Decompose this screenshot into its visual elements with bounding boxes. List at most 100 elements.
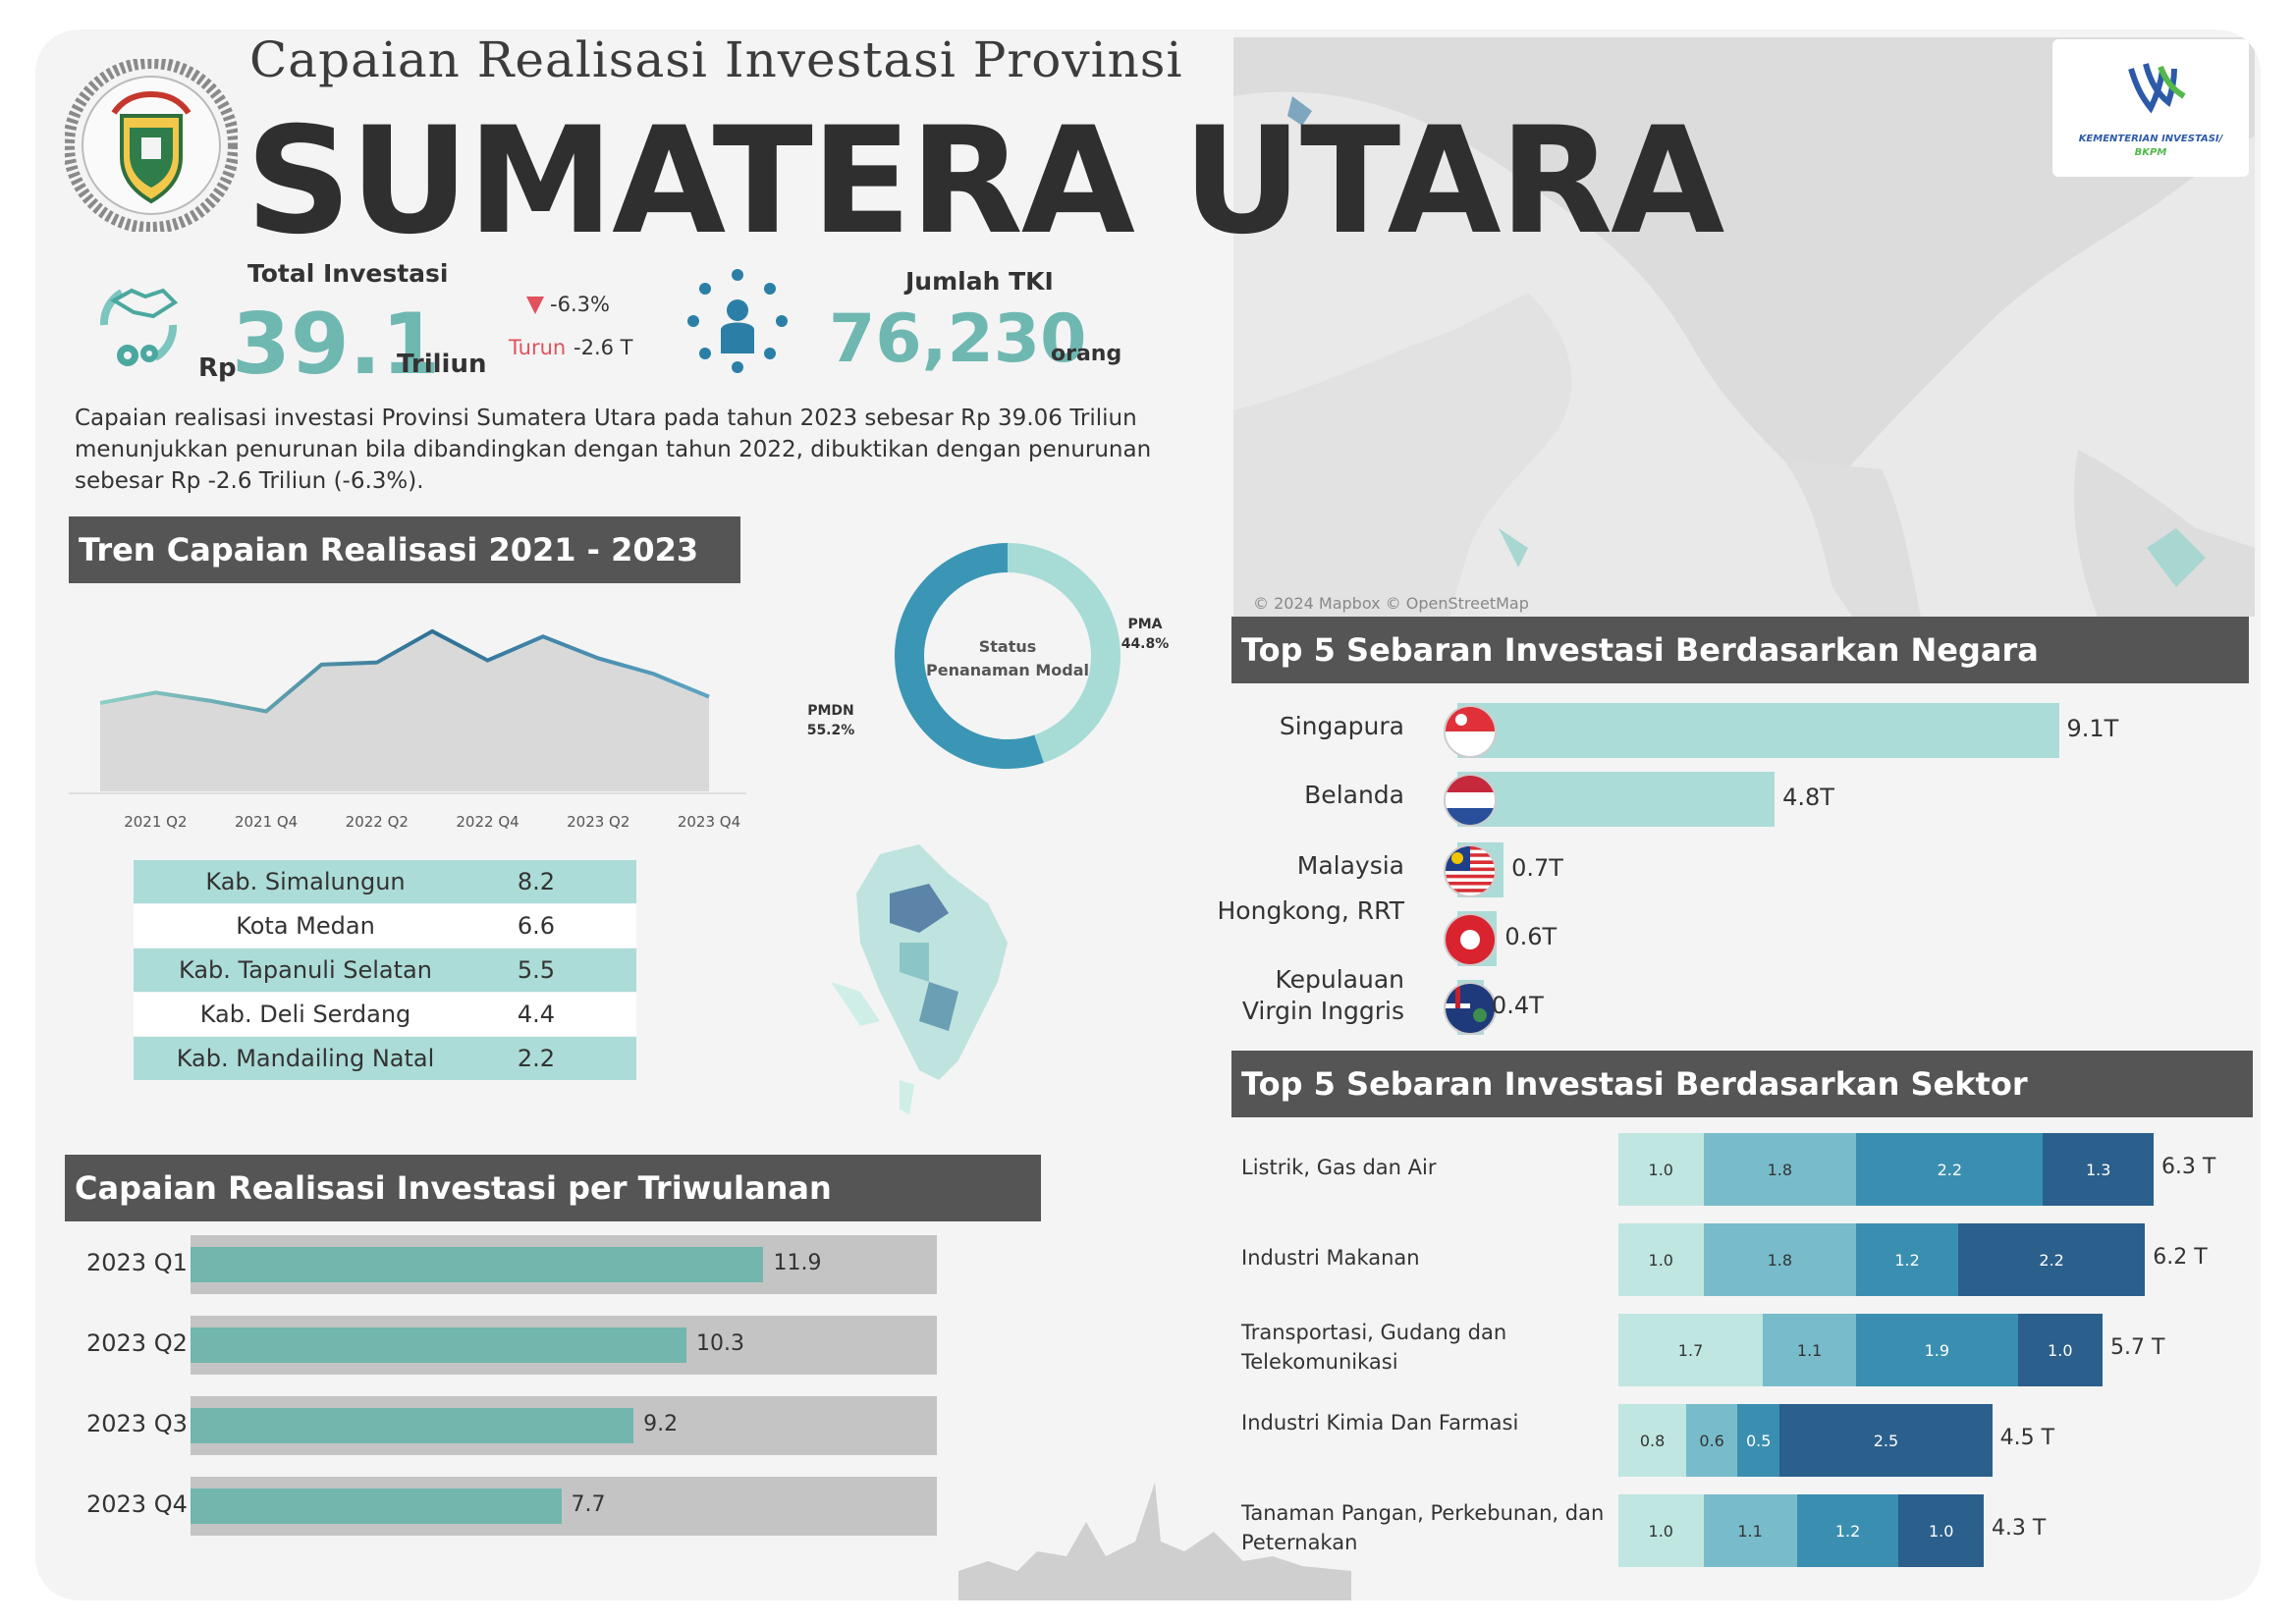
sector-total: 6.3 T [2160,1155,2216,1179]
country-value: 0.7T [1511,854,1563,882]
trend-tick-label: 2021 Q4 [235,813,298,831]
sector-segment: 1.2 [1856,1223,1958,1296]
sector-row: 1.0 1.8 1.2 2.2 [1618,1223,2146,1296]
quarterly-bar [191,1408,634,1443]
sector-label: Transportasi, Gudang dan Telekomunikasi [1241,1321,1507,1374]
sector-total: 4.3 T [1991,1516,2047,1541]
country-label: Kepulauan Virgin Inggris [1241,965,1404,1025]
investasi-prefix: Rp [198,353,237,383]
jumlah-tki-label: Jumlah TKI [905,267,1054,296]
quarterly-label: 2023 Q3 [86,1410,188,1437]
sector-row: 1.0 1.1 1.2 1.0 [1618,1494,1984,1567]
hongkong-flag [1444,913,1497,966]
quarterly-value: 11.9 [773,1251,822,1275]
trend-point[interactable] [319,663,323,667]
trend-line [99,628,710,714]
sector-segment: 1.2 [1796,1494,1899,1567]
quarterly-track: 11.9 [191,1235,937,1294]
region-value: 4.4 [517,1001,556,1028]
netherlands-flag [1444,774,1497,827]
sector-label: Listrik, Gas dan Air [1241,1156,1437,1179]
sector-label: Industri Makanan [1241,1246,1420,1270]
trend-point[interactable] [264,709,268,713]
country-label: Singapura [1279,712,1404,740]
sector-segment: 0.8 [1618,1404,1687,1477]
region-row: Kab. Mandailing Natal 2.2 [134,1037,636,1080]
sector-label: Tanaman Pangan, Perkebunan, dan Peternak… [1241,1501,1605,1554]
donut-slice-pma[interactable] [1007,543,1121,763]
quarterly-track: 9.2 [191,1396,937,1455]
status-donut-chart[interactable]: Status Penanaman Modal PMA 44.8% PMDN 55.2% [801,528,1175,784]
quarterly-track: 7.7 [191,1477,937,1536]
trend-point[interactable] [486,659,490,663]
donut-center-line2: Penanaman Modal [926,661,1089,679]
trend-point[interactable] [541,634,545,638]
sector-row: 1.7 1.1 1.9 1.0 [1618,1314,2104,1386]
donut-pma-pct: 44.8% [1121,636,1170,652]
region-row: Kab. Simalungun 8.2 [134,860,636,903]
sector-total: 5.7 T [2110,1335,2165,1360]
investasi-value: 39.1 [232,296,441,394]
investasi-unit: Triliun [397,350,487,379]
ministry-logo-icon [2128,63,2186,114]
quarterly-track: 10.3 [191,1316,937,1375]
country-value: 0.4T [1491,992,1544,1019]
donut-pmdn-label: PMDN [807,703,854,719]
donut-slice-pmdn[interactable] [895,543,1044,769]
trend-point[interactable] [707,695,711,699]
province-map[interactable] [821,835,1057,1149]
sector-segment: 1.0 [1618,1494,1704,1567]
country-label: Hongkong, RRT [1217,896,1405,925]
sector-segment: 2.2 [1856,1133,2044,1206]
sector-segment: 1.0 [1898,1494,1984,1567]
sector-segment: 0.6 [1686,1404,1738,1477]
change-pct: -6.3% [550,293,610,316]
country-value: 9.1T [2066,715,2119,742]
sector-row: 1.0 1.8 2.2 1.3 [1618,1133,2154,1206]
region-name: Kab. Mandailing Natal [176,1045,435,1072]
trend-point[interactable] [209,699,213,703]
change-value: -2.6 T [574,336,633,359]
quarterly-title: Capaian Realisasi Investasi per Triwulan… [65,1155,1041,1221]
malaysia-flag [1444,844,1497,897]
sector-title: Top 5 Sebaran Investasi Berdasarkan Sekt… [1231,1051,2253,1117]
sector-segment: 1.8 [1703,1223,1857,1296]
sector-segment: 1.0 [2017,1314,2104,1386]
sector-segment: 1.8 [1703,1133,1857,1206]
trend-point[interactable] [430,629,434,633]
region-name: Kab. Tapanuli Selatan [179,956,432,984]
trend-point[interactable] [375,661,379,665]
trend-point[interactable] [153,690,157,694]
sector-segment: 1.0 [1618,1223,1704,1296]
country-bar [1457,772,1776,827]
trend-point[interactable] [652,672,656,676]
country-label: Malaysia [1296,851,1404,880]
sector-total: 6.2 T [2153,1245,2208,1270]
sector-row: 0.8 0.6 0.5 2.5 [1618,1404,1993,1477]
world-map-svg: © 2024 Mapbox © OpenStreetMap [1233,37,2255,617]
quarterly-bar [191,1327,687,1363]
header-subtitle: Capaian Realisasi Investasi Provinsi [249,31,1183,88]
donut-pma-label: PMA [1127,617,1162,632]
region-value: 6.6 [517,912,556,940]
tki-value: 76,230 [829,300,1087,378]
map-credit: © 2024 Mapbox © OpenStreetMap [1253,594,1529,613]
quarterly-bar [191,1489,562,1524]
quarterly-label: 2023 Q4 [86,1490,188,1518]
region-row: Kab. Tapanuli Selatan 5.5 [134,948,636,992]
trend-area-chart[interactable]: 2021 Q2 2021 Q4 2022 Q2 2022 Q4 2023 Q2 2023 … [69,595,746,840]
region-value: 5.5 [517,956,556,984]
trend-tick-label: 2022 Q4 [456,813,519,831]
quarterly-label: 2023 Q2 [86,1329,188,1357]
sector-total: 4.5 T [1999,1426,2055,1450]
trend-point[interactable] [98,701,102,705]
trend-point[interactable] [596,656,600,660]
country-title: Top 5 Sebaran Investasi Berdasarkan Nega… [1231,617,2249,683]
total-investasi-label: Total Investasi [247,259,449,288]
trend-tick-label: 2023 Q2 [567,813,629,831]
region-row: Kota Medan 6.6 [134,904,636,947]
sector-segment: 1.0 [1618,1133,1704,1206]
people-network-icon [683,267,792,375]
ministry-logo: KEMENTERIAN INVESTASI/ BKPM [2052,39,2249,177]
change-word: Turun [509,336,567,359]
